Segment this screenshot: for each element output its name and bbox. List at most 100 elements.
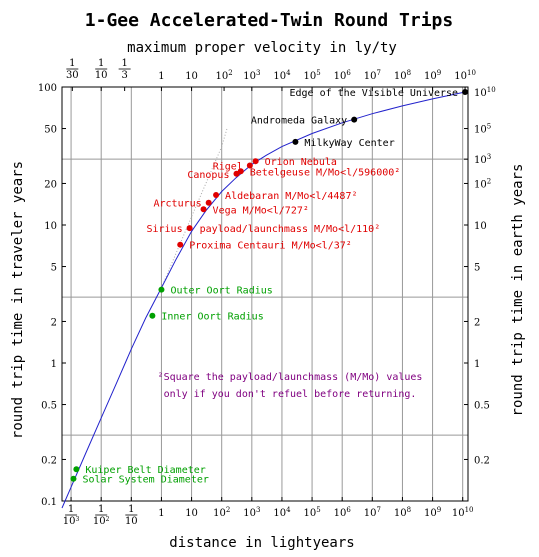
- label-milkyway-center: MilkyWay Center: [304, 138, 394, 149]
- footnote-line-1: ²Square the payload/launchmass (M/Mo) va…: [158, 372, 423, 383]
- x-tick-label: 107: [364, 506, 381, 519]
- tick-denominator: 102: [93, 516, 110, 527]
- top-tick-label: 10: [185, 71, 198, 82]
- tick-numerator: 1: [121, 58, 127, 69]
- label-kuiper-belt-diameter: Kuiper Belt Diameter: [85, 465, 205, 476]
- top-tick-label: 103: [243, 69, 260, 82]
- top-tick-label: 106: [334, 69, 352, 82]
- top-tick-label: 108: [394, 69, 411, 82]
- x-tick-label: 102: [213, 506, 230, 519]
- x-tick-label: 10: [185, 508, 198, 519]
- top-tick-label: 104: [273, 69, 291, 82]
- label-andromeda-galaxy: Andromeda Galaxy: [251, 116, 347, 127]
- right-tick-label: 102: [474, 177, 491, 190]
- y-axis-label-right: round trip time in earth years: [510, 164, 526, 417]
- y-tick-label: 100: [38, 83, 57, 94]
- y-tick-label: 0.1: [41, 497, 57, 508]
- tick-numerator: 1: [128, 504, 134, 515]
- point-solar-system-diameter: [70, 475, 77, 482]
- label-sirius: Sirius: [146, 224, 182, 235]
- label-rigel: Rigel: [213, 161, 243, 172]
- x-tick-label: 109: [424, 506, 441, 519]
- label-canopus: Canopus: [187, 170, 229, 181]
- y-tick-label: 5: [51, 263, 57, 274]
- y-tick-label: 0.2: [41, 455, 57, 466]
- label-proxima-centauri-m-mo-l-37: Proxima Centauri M/Mo<l/37²: [189, 241, 352, 252]
- plot-frame: [61, 86, 469, 502]
- right-tick-label: 1010: [474, 86, 496, 99]
- label-solar-system-diameter: Solar System Diameter: [82, 475, 208, 486]
- x-tick-label: 1102: [93, 504, 110, 527]
- point-rigel: [246, 162, 253, 169]
- tick-denominator: 103: [63, 516, 80, 527]
- x-tick-label: 1010: [452, 506, 474, 519]
- tick-numerator: 1: [68, 504, 74, 515]
- point-vega-m-mo-l-727: [200, 206, 207, 213]
- point-aldebaran-m-mo-l-4487: [213, 191, 220, 198]
- right-tick-label: 105: [474, 123, 491, 136]
- point-sirius: [186, 225, 193, 232]
- top-tick-label: 102: [215, 69, 232, 82]
- label-outer-oort-radius: Outer Oort Radius: [170, 286, 272, 297]
- tick-numerator: 1: [98, 504, 104, 515]
- x-tick-label: 108: [394, 506, 411, 519]
- top-tick-label: 130: [66, 58, 79, 81]
- top-tick-label: 105: [303, 69, 320, 82]
- point-edge-of-the-visible-universe: [462, 88, 469, 95]
- x-axis-label: distance in lightyears: [169, 535, 354, 551]
- tick-denominator: 10: [95, 70, 108, 81]
- tick-numerator: 1: [98, 58, 104, 69]
- right-tick-label: 2: [474, 317, 480, 328]
- label-vega-m-mo-l-727: Vega M/Mo<l/727²: [213, 205, 309, 216]
- top-tick-label: 109: [424, 69, 441, 82]
- top-tick-label: 110: [95, 58, 108, 81]
- x-tick-label: 110: [125, 504, 138, 527]
- right-tick-label: 5: [474, 263, 480, 274]
- point-orion-nebula: [252, 158, 259, 165]
- label-orion-nebula: Orion Nebula: [265, 157, 337, 168]
- x-tick-label: 106: [334, 506, 352, 519]
- tick-numerator: 1: [69, 58, 75, 69]
- top-tick-label: 1: [158, 71, 164, 82]
- y-tick-label: 10: [44, 221, 57, 232]
- footnote-line-2: only if you don't refuel before returnin…: [164, 389, 417, 400]
- grid-lines: [62, 87, 468, 501]
- y-tick-label: 20: [44, 179, 57, 190]
- trip-time-curve: [61, 91, 466, 509]
- x-tick-label: 1: [158, 508, 164, 519]
- label-arcturus: Arcturus: [154, 199, 202, 210]
- right-tick-label: 0.2: [474, 455, 490, 466]
- y-tick-label: 0.5: [41, 401, 57, 412]
- tick-denominator: 3: [121, 70, 127, 81]
- chart-subtitle: maximum proper velocity in ly/ty: [127, 40, 397, 56]
- chart-title: 1-Gee Accelerated-Twin Round Trips: [85, 10, 453, 31]
- right-tick-label: 1: [474, 359, 480, 370]
- x-tick-label: 105: [303, 506, 320, 519]
- top-tick-label: 13: [118, 58, 131, 81]
- y-tick-label: 50: [44, 125, 57, 136]
- tick-denominator: 30: [66, 70, 79, 81]
- right-tick-label: 0.5: [474, 401, 490, 412]
- point-betelgeuse-m-mo-l-596000: [237, 168, 244, 175]
- point-arcturus: [205, 199, 212, 206]
- top-tick-label: 1010: [454, 69, 476, 82]
- top-tick-label: 107: [364, 69, 381, 82]
- right-tick-label: 103: [474, 153, 491, 166]
- label-edge-of-the-visible-universe: Edge of the Visible Universe: [290, 88, 459, 99]
- y-tick-label: 1: [51, 359, 57, 370]
- label-betelgeuse-m-mo-l-596000: Betelgeuse M/Mo<l/596000²: [250, 167, 401, 178]
- point-andromeda-galaxy: [351, 116, 358, 123]
- x-tick-label: 104: [273, 506, 291, 519]
- point-outer-oort-radius: [158, 286, 165, 293]
- right-tick-label: 10: [474, 221, 487, 232]
- point-kuiper-belt-diameter: [73, 466, 80, 473]
- y-axis-label-left: round trip time in traveler years: [10, 161, 26, 439]
- x-tick-label: 103: [243, 506, 260, 519]
- y-tick-label: 2: [51, 317, 57, 328]
- label-inner-oort-radius: Inner Oort Radius: [161, 312, 263, 323]
- tick-denominator: 10: [125, 516, 138, 527]
